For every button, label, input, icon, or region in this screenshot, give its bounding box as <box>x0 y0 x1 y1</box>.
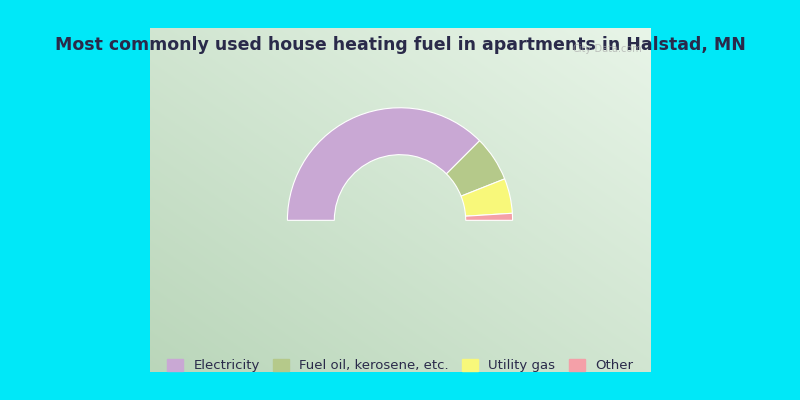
Wedge shape <box>446 141 505 196</box>
Wedge shape <box>461 179 512 216</box>
Wedge shape <box>287 108 480 220</box>
Text: Most commonly used house heating fuel in apartments in Halstad, MN: Most commonly used house heating fuel in… <box>54 36 746 54</box>
Text: City-Data.com: City-Data.com <box>573 44 642 54</box>
Legend: Electricity, Fuel oil, kerosene, etc., Utility gas, Other: Electricity, Fuel oil, kerosene, etc., U… <box>167 359 633 372</box>
Wedge shape <box>466 213 513 220</box>
